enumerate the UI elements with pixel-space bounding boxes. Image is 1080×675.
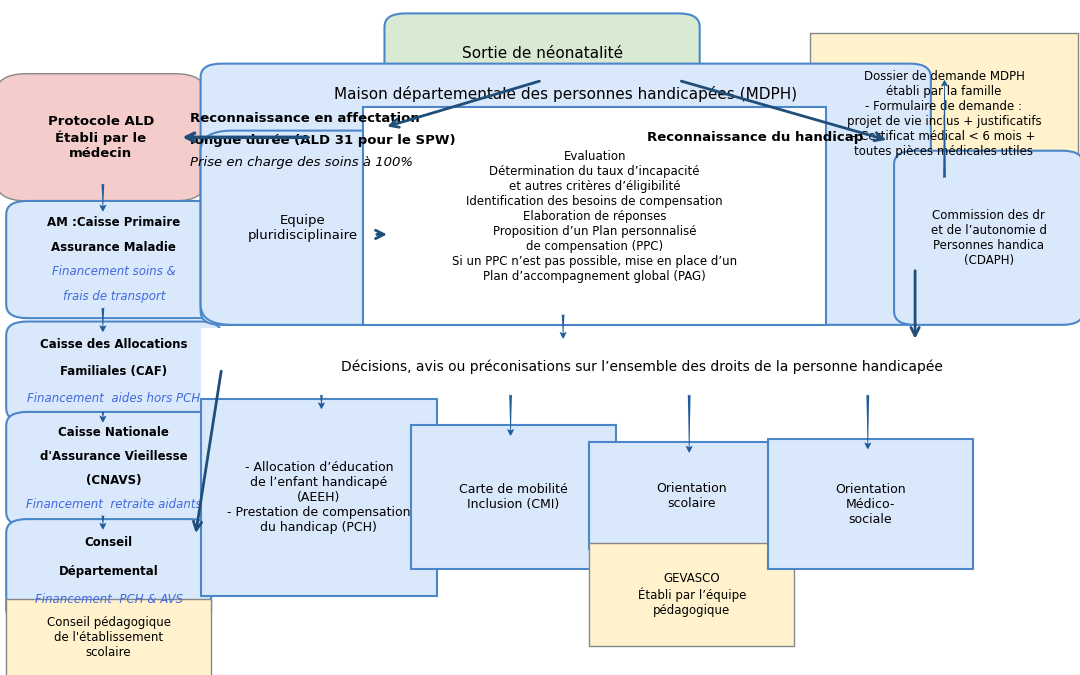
Text: (CNAVS): (CNAVS) bbox=[86, 475, 141, 487]
Text: Caisse Nationale: Caisse Nationale bbox=[58, 427, 170, 439]
FancyBboxPatch shape bbox=[6, 201, 221, 318]
FancyBboxPatch shape bbox=[6, 519, 211, 623]
FancyBboxPatch shape bbox=[590, 543, 794, 647]
Text: Protocole ALD
Établi par le
médecin: Protocole ALD Établi par le médecin bbox=[48, 115, 154, 160]
Text: Conseil pédagogique
de l'établissement
scolaire: Conseil pédagogique de l'établissement s… bbox=[46, 616, 171, 659]
FancyBboxPatch shape bbox=[364, 107, 826, 325]
FancyBboxPatch shape bbox=[201, 398, 437, 596]
FancyBboxPatch shape bbox=[410, 425, 616, 569]
Text: Départemental: Départemental bbox=[58, 564, 159, 578]
Text: Maison départementale des personnes handicapées (MDPH): Maison départementale des personnes hand… bbox=[334, 86, 797, 102]
Text: Orientation
scolaire: Orientation scolaire bbox=[657, 482, 727, 510]
Text: Orientation
Médico-
sociale: Orientation Médico- sociale bbox=[835, 483, 906, 526]
Text: Reconnaissance du handicap: Reconnaissance du handicap bbox=[647, 131, 863, 144]
Text: Carte de mobilité
Inclusion (CMI): Carte de mobilité Inclusion (CMI) bbox=[459, 483, 568, 512]
FancyBboxPatch shape bbox=[201, 328, 1080, 405]
FancyBboxPatch shape bbox=[384, 14, 700, 94]
FancyBboxPatch shape bbox=[0, 74, 206, 201]
Text: Financement soins &: Financement soins & bbox=[52, 265, 176, 279]
Text: Equipe
pluridisciplinaire: Equipe pluridisciplinaire bbox=[248, 214, 359, 242]
Text: Commission des dr
et de l’autonomie d
Personnes handica
(CDAPH): Commission des dr et de l’autonomie d Pe… bbox=[931, 209, 1047, 267]
Text: Sortie de néonatalité: Sortie de néonatalité bbox=[461, 46, 623, 61]
Text: Décisions, avis ou préconisations sur l’ensemble des droits de la personne handi: Décisions, avis ou préconisations sur l’… bbox=[341, 360, 943, 374]
Text: - Allocation d’éducation
de l’enfant handicapé
(AEEH)
- Prestation de compensati: - Allocation d’éducation de l’enfant han… bbox=[227, 461, 410, 534]
Text: Reconnaissance en affectation: Reconnaissance en affectation bbox=[190, 112, 420, 125]
FancyBboxPatch shape bbox=[6, 321, 221, 422]
FancyBboxPatch shape bbox=[810, 34, 1078, 194]
FancyBboxPatch shape bbox=[201, 63, 931, 325]
Text: Familiales (CAF): Familiales (CAF) bbox=[60, 365, 167, 378]
FancyBboxPatch shape bbox=[6, 412, 221, 526]
Text: GEVASCO
Établi par l’équipe
pédagogique: GEVASCO Établi par l’équipe pédagogique bbox=[637, 572, 746, 617]
FancyBboxPatch shape bbox=[768, 439, 973, 569]
FancyBboxPatch shape bbox=[201, 130, 405, 325]
Text: longue durée (ALD 31 pour le SPW): longue durée (ALD 31 pour le SPW) bbox=[190, 134, 456, 147]
Text: d'Assurance Vieillesse: d'Assurance Vieillesse bbox=[40, 450, 188, 464]
Text: Financement  PCH & AVS: Financement PCH & AVS bbox=[35, 593, 183, 605]
FancyBboxPatch shape bbox=[590, 442, 794, 549]
Text: AM :Caisse Primaire: AM :Caisse Primaire bbox=[48, 216, 180, 229]
FancyBboxPatch shape bbox=[894, 151, 1080, 325]
Text: Prise en charge des soins à 100%: Prise en charge des soins à 100% bbox=[190, 157, 414, 169]
Text: Assurance Maladie: Assurance Maladie bbox=[52, 240, 176, 254]
Text: frais de transport: frais de transport bbox=[63, 290, 165, 303]
Text: Caisse des Allocations: Caisse des Allocations bbox=[40, 338, 188, 351]
Text: Financement  aides hors PCH: Financement aides hors PCH bbox=[27, 392, 201, 405]
FancyBboxPatch shape bbox=[6, 599, 211, 675]
Text: Dossier de demande MDPH
établi par la famille
- Formulaire de demande :
projet d: Dossier de demande MDPH établi par la fa… bbox=[847, 70, 1041, 158]
Text: Financement  retraite aidants: Financement retraite aidants bbox=[26, 498, 202, 511]
Text: Evaluation
Détermination du taux d’incapacité
et autres critères d’éligibilité
I: Evaluation Détermination du taux d’incap… bbox=[453, 149, 738, 283]
Text: Conseil: Conseil bbox=[84, 536, 133, 549]
